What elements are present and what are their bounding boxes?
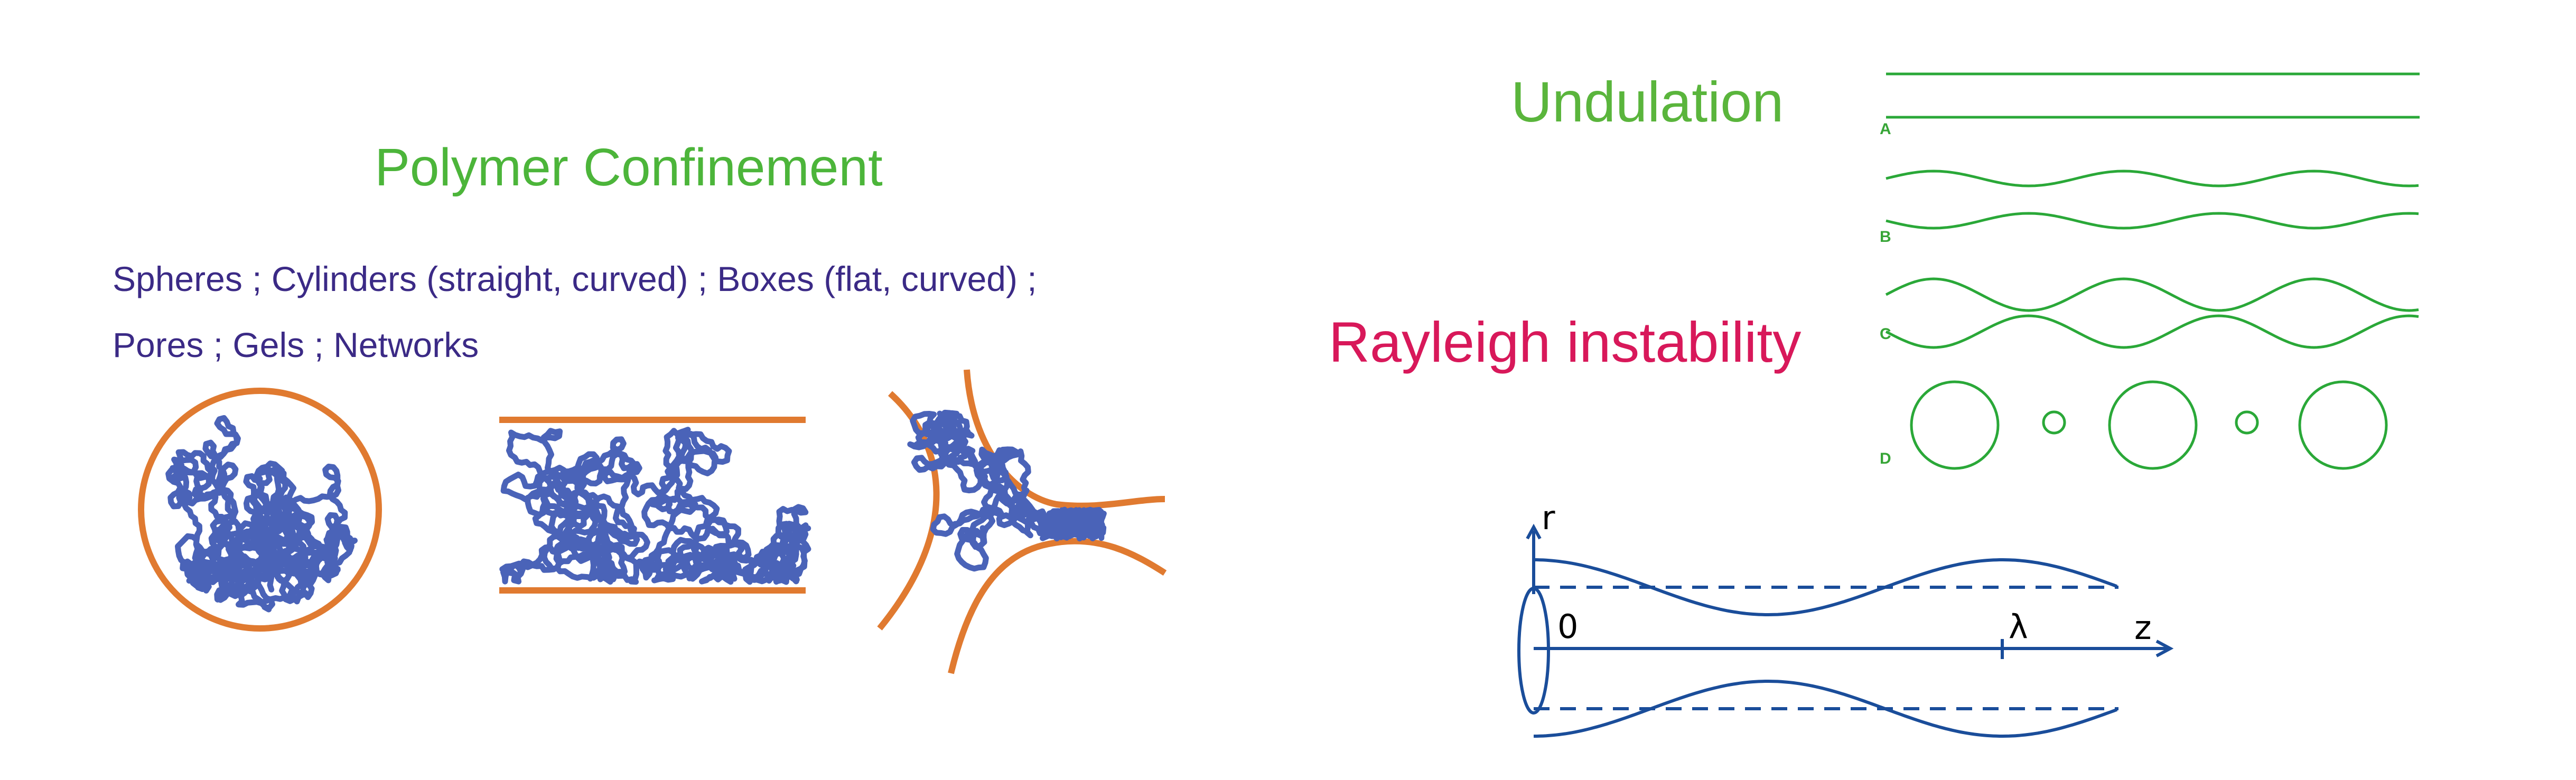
- panel-label-c: C: [1880, 325, 1891, 343]
- panel-b-top-wave: [1886, 170, 2419, 187]
- polymer-coil-sphere: [165, 415, 358, 613]
- polymer-chain: [907, 409, 1107, 572]
- sphere-confinement-illustration: [138, 388, 382, 632]
- slit-confinement-illustration: [499, 417, 811, 594]
- rayleigh-instability-title: Rayleigh instability: [1329, 310, 1802, 374]
- wavelength-label: λ: [2009, 607, 2028, 646]
- lower-perturbed-surface: [1534, 680, 2118, 738]
- undulation-title: Undulation: [1511, 70, 1784, 134]
- polymer-coil-pore: [907, 409, 1107, 572]
- z-axis-label: z: [2134, 608, 2152, 647]
- sphere-wall: [138, 388, 382, 632]
- panel-b-bottom-wave: [1886, 212, 2419, 230]
- panel-c-bottom-wave: [1885, 314, 2419, 349]
- upper-perturbed-surface: [1534, 558, 2118, 616]
- panel-d-droplet-2: [2108, 380, 2198, 470]
- panel-d-satellite-1: [2042, 410, 2066, 435]
- pore-junction-illustration: [877, 369, 1167, 674]
- r-axis-label: r: [1542, 499, 1555, 537]
- cylinder-end-cap: [1517, 587, 1550, 715]
- polymer-confinement-title: Polymer Confinement: [375, 138, 883, 197]
- pore-wall-right-bottom: [948, 538, 1167, 674]
- panel-label-a: A: [1880, 120, 1891, 138]
- panel-label-d: D: [1880, 450, 1891, 467]
- r-axis-arrowhead: [1526, 523, 1542, 540]
- origin-label: 0: [1557, 607, 1578, 646]
- polymer-coil-slit: [499, 427, 811, 585]
- polymer-chain: [499, 427, 811, 585]
- polymer-chain: [165, 415, 358, 613]
- panel-d-droplet-1: [1910, 380, 2000, 470]
- geometry-list-line-1: Spheres ; Cylinders (straight, curved) ;…: [113, 259, 1037, 298]
- panel-d-satellite-2: [2235, 410, 2259, 435]
- z-axis-arrowhead: [2155, 640, 2174, 657]
- undulation-illustration: [1885, 72, 2420, 470]
- panel-label-b: B: [1880, 228, 1891, 246]
- pore-wall-right-top: [964, 369, 1165, 509]
- rayleigh-cylinder-sketch: [1517, 523, 2174, 738]
- geometry-list-line-2: Pores ; Gels ; Networks: [113, 325, 479, 364]
- panel-d-droplet-3: [2298, 380, 2388, 470]
- pore-wall-left: [877, 391, 940, 631]
- panel-c-top-wave: [1885, 277, 2419, 312]
